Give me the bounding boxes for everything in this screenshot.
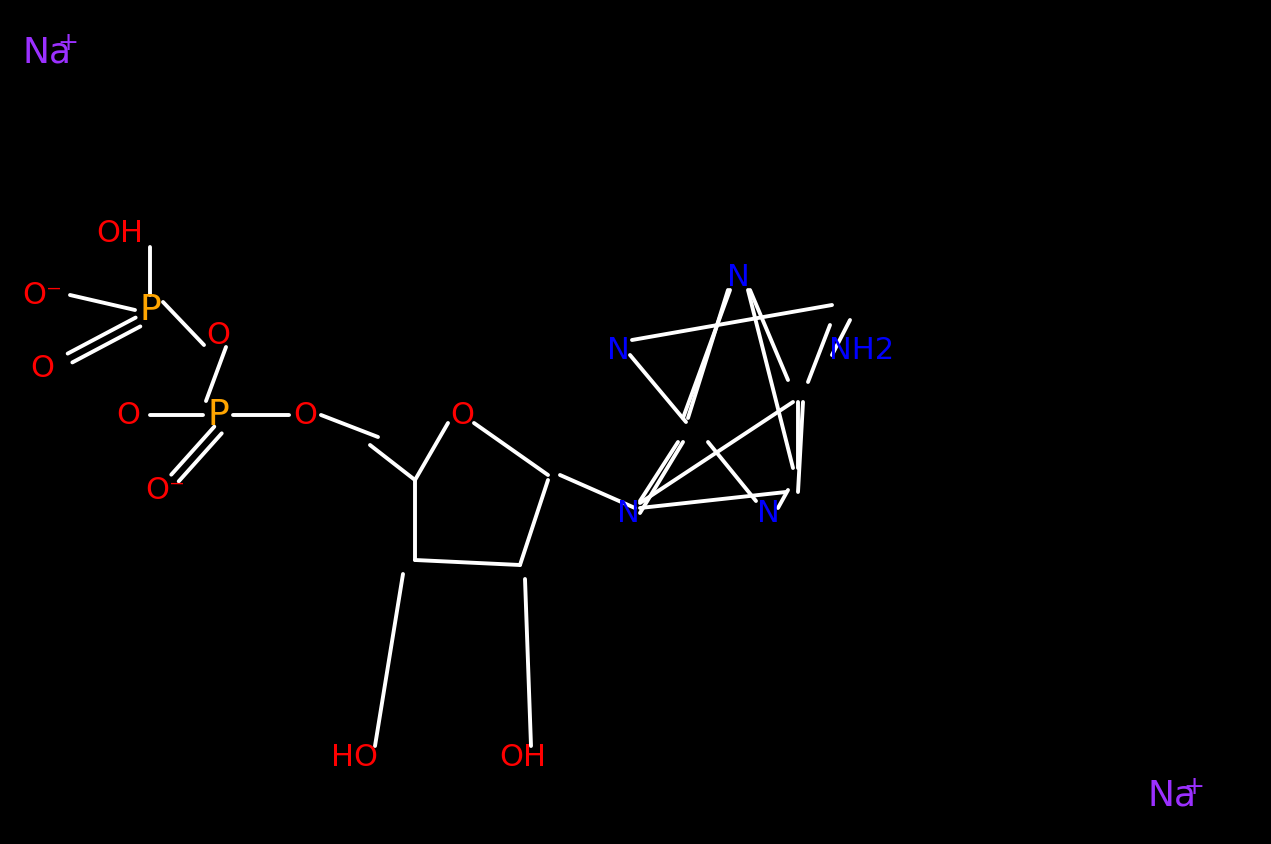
Text: P: P: [207, 398, 229, 432]
Text: OH: OH: [500, 744, 547, 772]
Text: N: N: [727, 263, 750, 293]
Text: +: +: [1183, 775, 1204, 799]
Text: O: O: [31, 354, 53, 382]
Text: O: O: [450, 401, 474, 430]
Text: +: +: [57, 31, 78, 55]
Text: O: O: [206, 321, 230, 349]
Text: P: P: [139, 293, 161, 327]
Text: O⁻: O⁻: [22, 280, 62, 310]
Text: N: N: [756, 499, 779, 528]
Text: N: N: [616, 499, 639, 528]
Text: Na: Na: [1148, 779, 1197, 813]
Text: O: O: [116, 401, 140, 430]
Text: O: O: [294, 401, 316, 430]
Text: N: N: [606, 336, 629, 365]
Text: O⁻: O⁻: [145, 475, 186, 505]
Text: Na: Na: [22, 35, 71, 69]
Text: OH: OH: [97, 219, 144, 247]
Text: HO: HO: [332, 744, 379, 772]
Text: NH2: NH2: [830, 336, 895, 365]
